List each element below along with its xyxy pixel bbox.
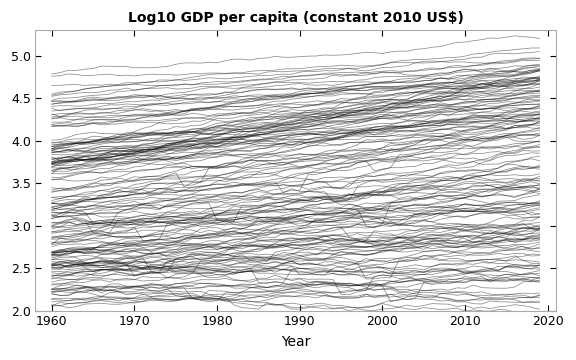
X-axis label: Year: Year (281, 335, 310, 349)
Title: Log10 GDP per capita (constant 2010 US$): Log10 GDP per capita (constant 2010 US$) (128, 11, 464, 25)
